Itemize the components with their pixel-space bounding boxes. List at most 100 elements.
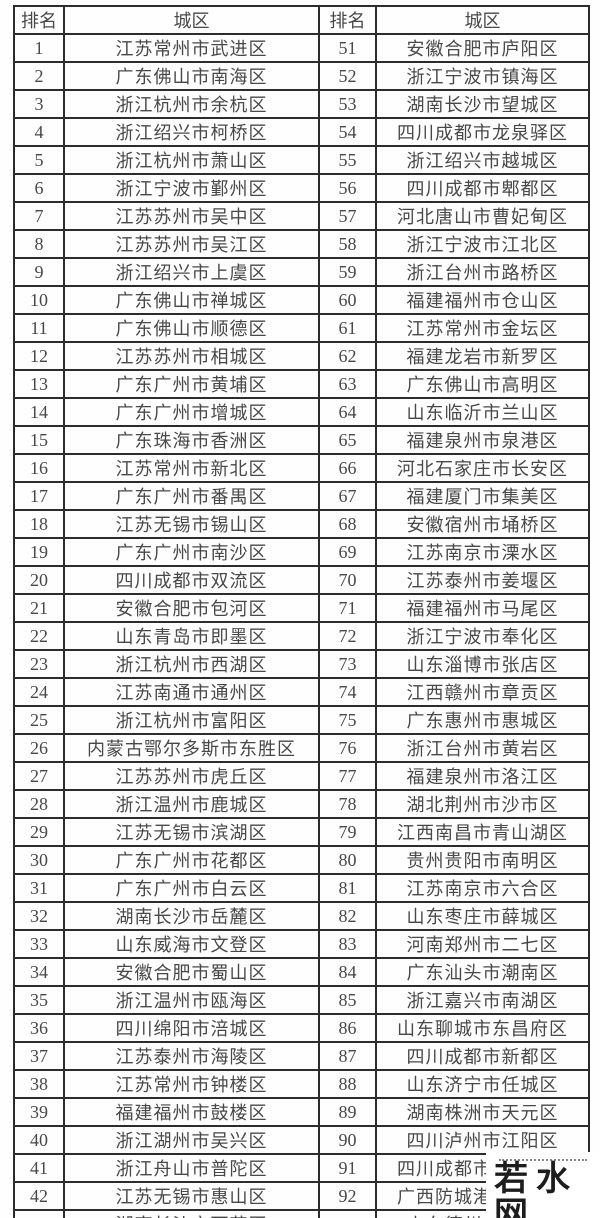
rank-cell: 3 <box>13 89 65 119</box>
city-cell: 安徽合肥市蜀山区 <box>63 957 320 987</box>
city-cell: 浙江杭州市余杭区 <box>63 89 320 119</box>
rank-cell: 29 <box>13 817 65 847</box>
rank-cell: 8 <box>13 229 65 259</box>
city-cell: 江苏无锡市惠山区 <box>63 1181 320 1211</box>
rank-cell: 62 <box>318 341 377 371</box>
rank-cell: 51 <box>318 33 377 63</box>
city-cell: 浙江宁波市镇海区 <box>375 61 590 91</box>
rank-cell: 66 <box>318 453 377 483</box>
table-row: 17 广东广州市番禺区 67 福建厦门市集美区 <box>13 481 590 511</box>
rank-cell: 54 <box>318 117 377 147</box>
rank-cell: 1 <box>13 33 65 63</box>
city-cell: 四川绵阳市涪城区 <box>63 1013 320 1043</box>
rank-cell: 14 <box>13 397 65 427</box>
city-cell: 四川成都市郫都区 <box>375 173 590 203</box>
city-cell: 广东广州市白云区 <box>63 873 320 903</box>
city-cell: 广东佛山市南海区 <box>63 61 320 91</box>
city-cell: 浙江绍兴市上虞区 <box>63 257 320 287</box>
table-row: 37 江苏泰州市海陵区 87 四川成都市新都区 <box>13 1041 590 1071</box>
city-cell: 福建福州市马尾区 <box>375 593 590 623</box>
city-cell: 江苏南京市溧水区 <box>375 537 590 567</box>
rank-cell: 65 <box>318 425 377 455</box>
rank-cell: 55 <box>318 145 377 175</box>
city-cell: 山东威海市文登区 <box>63 929 320 959</box>
city-cell: 四川成都市龙泉驿区 <box>375 117 590 147</box>
table-row: 11 广东佛山市顺德区 61 江苏常州市金坛区 <box>13 313 590 343</box>
city-cell: 江苏常州市金坛区 <box>375 313 590 343</box>
table-row: 19 广东广州市南沙区 69 江苏南京市溧水区 <box>13 537 590 567</box>
rank-cell: 82 <box>318 901 377 931</box>
table-row: 36 四川绵阳市涪城区 86 山东聊城市东昌府区 <box>13 1013 590 1043</box>
table-row: 25 浙江杭州市富阳区 75 广东惠州市惠城区 <box>13 705 590 735</box>
rank-cell: 69 <box>318 537 377 567</box>
city-cell: 广东佛山市顺德区 <box>63 313 320 343</box>
city-cell: 安徽合肥市包河区 <box>63 593 320 623</box>
city-cell: 浙江温州市鹿城区 <box>63 789 320 819</box>
rank-cell: 77 <box>318 761 377 791</box>
rank-cell: 32 <box>13 901 65 931</box>
city-cell: 江西南昌市青山湖区 <box>375 817 590 847</box>
rank-cell: 61 <box>318 313 377 343</box>
city-cell: 安徽宿州市埇桥区 <box>375 509 590 539</box>
city-cell: 湖南长沙市岳麓区 <box>63 901 320 931</box>
table-row: 16 江苏常州市新北区 66 河北石家庄市长安区 <box>13 453 590 483</box>
rank-cell: 87 <box>318 1041 377 1071</box>
rank-cell: 10 <box>13 285 65 315</box>
rank-cell: 6 <box>13 173 65 203</box>
table-row: 14 广东广州市增城区 64 山东临沂市兰山区 <box>13 397 590 427</box>
rank-cell: 13 <box>13 369 65 399</box>
rank-cell: 88 <box>318 1069 377 1099</box>
rank-cell: 74 <box>318 677 377 707</box>
city-cell: 浙江舟山市普陀区 <box>63 1153 320 1183</box>
city-cell: 江苏苏州市虎丘区 <box>63 761 320 791</box>
city-cell: 广东广州市花都区 <box>63 845 320 875</box>
city-cell: 安徽合肥市庐阳区 <box>375 33 590 63</box>
city-cell: 福建厦门市集美区 <box>375 481 590 511</box>
rank-cell: 71 <box>318 593 377 623</box>
rank-cell: 59 <box>318 257 377 287</box>
rank-cell: 21 <box>13 593 65 623</box>
table-row: 38 江苏常州市钟楼区 88 山东济宁市任城区 <box>13 1069 590 1099</box>
city-cell: 湖南长沙市雨花区 <box>63 1209 320 1218</box>
rank-cell: 35 <box>13 985 65 1015</box>
city-cell: 山东枣庄市薛城区 <box>375 901 590 931</box>
header-city-left: 城区 <box>63 5 320 35</box>
city-cell: 四川泸州市江阳区 <box>375 1125 590 1155</box>
city-cell: 江苏苏州市吴中区 <box>63 201 320 231</box>
city-cell: 福建龙岩市新罗区 <box>375 341 590 371</box>
city-cell: 湖南株洲市天元区 <box>375 1097 590 1127</box>
table-row: 8 江苏苏州市吴江区 58 浙江宁波市江北区 <box>13 229 590 259</box>
city-cell: 湖北荆州市沙市区 <box>375 789 590 819</box>
rank-cell: 68 <box>318 509 377 539</box>
rank-cell: 24 <box>13 677 65 707</box>
table-row: 29 江苏无锡市滨湖区 79 江西南昌市青山湖区 <box>13 817 590 847</box>
city-cell: 浙江绍兴市柯桥区 <box>63 117 320 147</box>
rank-cell: 9 <box>13 257 65 287</box>
city-cell: 四川成都市双流区 <box>63 565 320 595</box>
rank-cell: 93 <box>318 1209 377 1218</box>
city-cell: 浙江宁波市鄞州区 <box>63 173 320 203</box>
rank-cell: 52 <box>318 61 377 91</box>
city-cell: 福建福州市鼓楼区 <box>63 1097 320 1127</box>
table-row: 1 江苏常州市武进区 51 安徽合肥市庐阳区 <box>13 33 590 63</box>
table-row: 23 浙江杭州市西湖区 73 山东淄博市张店区 <box>13 649 590 679</box>
watermark-dotted-marks <box>499 1159 587 1161</box>
city-cell: 江苏南京市六合区 <box>375 873 590 903</box>
header-row: 排名 城区 排名 城区 <box>13 5 590 35</box>
table-row: 21 安徽合肥市包河区 71 福建福州市马尾区 <box>13 593 590 623</box>
table-row: 10 广东佛山市禅城区 60 福建福州市仓山区 <box>13 285 590 315</box>
rank-cell: 57 <box>318 201 377 231</box>
table-row: 4 浙江绍兴市柯桥区 54 四川成都市龙泉驿区 <box>13 117 590 147</box>
city-cell: 浙江宁波市奉化区 <box>375 621 590 651</box>
rank-cell: 84 <box>318 957 377 987</box>
header-rank-left: 排名 <box>13 5 65 35</box>
city-ranking-table: 排名 城区 排名 城区 1 江苏常州市武进区 51 安徽合肥市庐阳区 2 广东佛山市南海区… <box>13 5 590 1218</box>
rank-cell: 5 <box>13 145 65 175</box>
table-row: 2 广东佛山市南海区 52 浙江宁波市镇海区 <box>13 61 590 91</box>
rank-cell: 70 <box>318 565 377 595</box>
city-cell: 广东广州市增城区 <box>63 397 320 427</box>
city-cell: 浙江杭州市富阳区 <box>63 705 320 735</box>
city-cell: 山东临沂市兰山区 <box>375 397 590 427</box>
city-cell: 山东淄博市张店区 <box>375 649 590 679</box>
